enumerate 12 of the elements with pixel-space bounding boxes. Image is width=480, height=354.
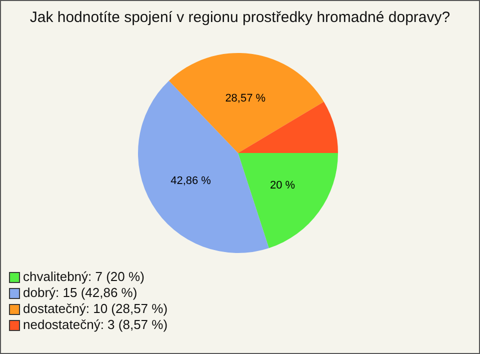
- chart-title: Jak hodnotíte spojení v regionu prostředky hromadné dopravy?: [28, 9, 452, 26]
- legend-label: dostatečný: 10 (28,57 %): [23, 301, 168, 317]
- data-label: 20 %: [270, 179, 296, 192]
- pie-slice: [238, 153, 338, 248]
- legend-label: nedostatečný: 3 (8,57 %): [23, 317, 168, 333]
- data-label: 28,57 %: [225, 92, 266, 104]
- data-label: 42,86 %: [170, 175, 212, 188]
- legend-label: dobrý: 15 (42,86 %): [23, 285, 138, 301]
- pie-slice: [138, 80, 269, 253]
- pie-slice: [238, 102, 338, 153]
- pie-slice: [168, 53, 324, 153]
- legend-label: chvalitebný: 7 (20 %): [23, 269, 144, 285]
